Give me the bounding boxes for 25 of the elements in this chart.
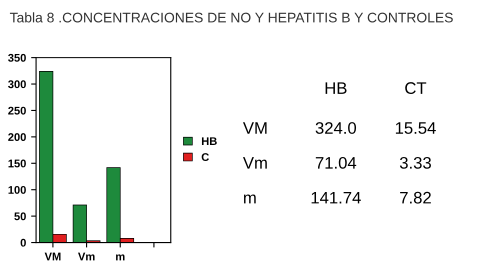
- legend-label: C: [202, 153, 209, 162]
- x-tick-label: m: [116, 254, 124, 260]
- data-label: 7.82: [400, 192, 431, 204]
- y-tick-label: 0: [20, 238, 26, 247]
- data-label: 324.0: [316, 122, 356, 134]
- text: Tabla 8 .CONCENTRACIONES DE NO Y HEPATITIS B Y CONTROLES: [10, 12, 453, 22]
- category-label: Vm: [242, 157, 267, 169]
- x-tick-label: VM: [44, 252, 60, 260]
- y-tick-label: 200: [8, 133, 26, 142]
- data-label: 15.54: [396, 122, 436, 134]
- text: CT: [405, 82, 426, 94]
- text: HB: [326, 82, 347, 94]
- y-tick-label: 150: [8, 160, 26, 168]
- x-tick-label: Vm: [78, 252, 95, 260]
- category-label: VM: [242, 122, 267, 134]
- y-tick-label: 250: [8, 106, 26, 115]
- y-tick-label: 50: [14, 212, 26, 220]
- y-tick-label: 100: [8, 186, 26, 194]
- y-tick-label: 350: [8, 54, 26, 62]
- category-label: m: [244, 194, 256, 204]
- data-label: 3.33: [400, 156, 431, 169]
- legend-label: HB: [202, 137, 217, 145]
- y-tick-label: 300: [8, 80, 26, 88]
- data-label: 71.04: [316, 156, 356, 169]
- data-label: 141.74: [312, 192, 361, 204]
